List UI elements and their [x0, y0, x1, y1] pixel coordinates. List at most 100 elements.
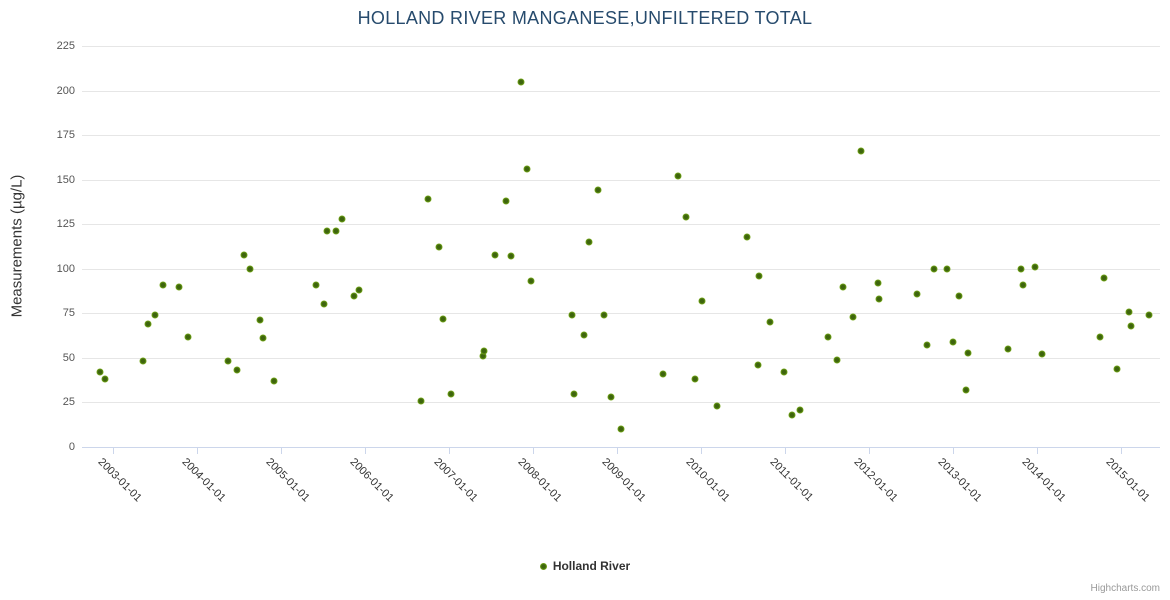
data-point[interactable]	[1113, 365, 1121, 373]
data-point[interactable]	[139, 357, 147, 365]
data-point[interactable]	[435, 243, 443, 251]
data-point[interactable]	[788, 411, 796, 419]
data-point[interactable]	[580, 331, 588, 339]
gridline	[82, 46, 1160, 47]
data-point[interactable]	[240, 251, 248, 259]
data-point[interactable]	[874, 279, 882, 287]
highcharts-credit-link[interactable]: Highcharts.com	[1090, 583, 1160, 594]
data-point[interactable]	[151, 311, 159, 319]
data-point[interactable]	[1096, 333, 1104, 340]
data-point[interactable]	[594, 186, 602, 194]
data-point[interactable]	[1031, 263, 1039, 271]
data-point[interactable]	[930, 265, 938, 273]
data-point[interactable]	[1125, 308, 1133, 316]
gridline	[82, 135, 1160, 137]
data-point[interactable]	[796, 406, 804, 414]
data-point[interactable]	[323, 227, 331, 235]
data-point[interactable]	[338, 215, 346, 223]
data-point[interactable]	[523, 165, 531, 173]
data-point[interactable]	[964, 349, 972, 357]
data-point[interactable]	[857, 147, 865, 155]
data-point[interactable]	[849, 313, 857, 321]
legend-item-holland-river[interactable]: Holland River	[0, 559, 1170, 573]
x-axis-tick	[197, 448, 199, 454]
data-point[interactable]	[698, 297, 706, 305]
data-point[interactable]	[713, 402, 721, 410]
data-point[interactable]	[923, 341, 931, 349]
data-point[interactable]	[233, 366, 241, 374]
data-point[interactable]	[270, 377, 278, 385]
data-point[interactable]	[1004, 345, 1012, 353]
data-point[interactable]	[527, 277, 535, 285]
data-point[interactable]	[1019, 281, 1027, 289]
data-point[interactable]	[839, 283, 847, 291]
data-point[interactable]	[600, 311, 608, 319]
gridline	[82, 402, 1160, 404]
data-point[interactable]	[447, 390, 455, 398]
data-point[interactable]	[955, 292, 963, 299]
data-point[interactable]	[259, 334, 267, 342]
chart-title: HOLLAND RIVER MANGANESE,UNFILTERED TOTAL	[357, 8, 813, 28]
data-point[interactable]	[175, 283, 183, 291]
data-point[interactable]	[417, 397, 425, 405]
data-point[interactable]	[491, 251, 499, 259]
data-point[interactable]	[256, 316, 264, 324]
data-point[interactable]	[780, 368, 788, 376]
y-axis-tick-label: 175	[56, 129, 75, 142]
y-axis-tick-label: 50	[62, 351, 75, 364]
data-point[interactable]	[691, 375, 699, 383]
data-point[interactable]	[617, 425, 625, 433]
data-point[interactable]	[96, 368, 104, 376]
data-point[interactable]	[480, 347, 488, 355]
data-point[interactable]	[159, 281, 167, 289]
data-point[interactable]	[424, 195, 432, 203]
data-point[interactable]	[350, 292, 358, 299]
data-point[interactable]	[1127, 322, 1135, 330]
data-point[interactable]	[607, 393, 615, 401]
x-axis-tick	[281, 448, 283, 454]
data-point[interactable]	[754, 361, 762, 369]
data-point[interactable]	[507, 252, 514, 260]
data-point[interactable]	[875, 295, 883, 303]
data-point[interactable]	[320, 300, 328, 308]
y-axis-tick-label: 200	[56, 84, 75, 97]
data-point[interactable]	[1038, 350, 1046, 358]
data-point[interactable]	[1145, 311, 1153, 319]
data-point[interactable]	[479, 352, 487, 360]
data-point[interactable]	[755, 272, 763, 280]
data-point[interactable]	[568, 311, 576, 319]
data-point[interactable]	[517, 78, 525, 86]
data-point[interactable]	[101, 375, 109, 383]
data-point[interactable]	[949, 338, 957, 346]
gridline	[82, 224, 1160, 226]
data-point[interactable]	[1100, 274, 1108, 282]
data-point[interactable]	[824, 333, 832, 340]
data-point[interactable]	[585, 238, 593, 246]
data-point[interactable]	[439, 315, 447, 323]
data-point[interactable]	[962, 386, 970, 394]
data-point[interactable]	[224, 357, 232, 365]
data-point[interactable]	[312, 281, 320, 289]
x-axis-tick-label: 2012-01-01	[851, 456, 901, 505]
x-axis-tick	[953, 448, 955, 454]
data-point[interactable]	[833, 356, 841, 364]
data-point[interactable]	[184, 333, 192, 340]
data-point[interactable]	[659, 370, 667, 378]
data-point[interactable]	[246, 265, 254, 273]
data-point[interactable]	[570, 390, 578, 398]
data-point[interactable]	[332, 227, 340, 235]
data-point[interactable]	[355, 286, 363, 294]
data-point[interactable]	[674, 172, 682, 180]
x-axis-tick-label: 2006-01-01	[347, 456, 396, 505]
data-point[interactable]	[144, 320, 152, 328]
data-point[interactable]	[913, 290, 921, 298]
data-point[interactable]	[943, 265, 951, 273]
x-axis-tick-label: 2008-01-01	[515, 456, 564, 505]
x-axis-tick-label: 2005-01-01	[263, 456, 312, 505]
data-point[interactable]	[502, 197, 510, 205]
data-point[interactable]	[1017, 265, 1025, 273]
data-point[interactable]	[766, 318, 774, 326]
data-point[interactable]	[682, 213, 690, 221]
data-point[interactable]	[743, 233, 751, 241]
